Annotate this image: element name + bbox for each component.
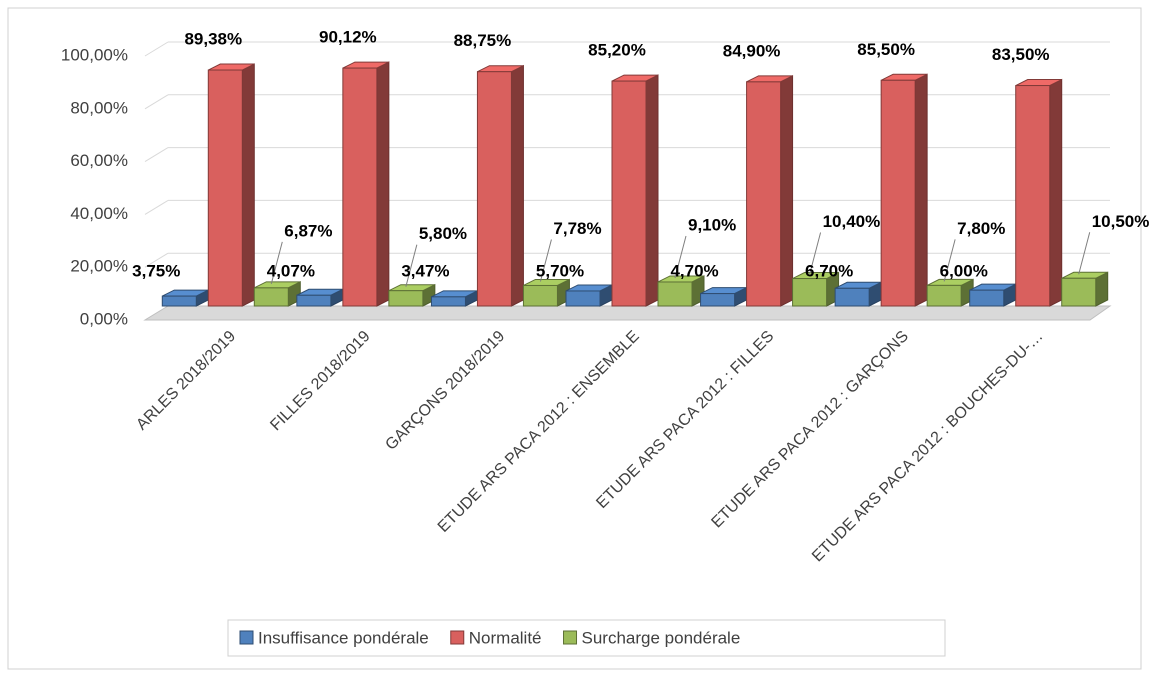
legend-label: Normalité xyxy=(469,628,542,647)
data-label: 84,90% xyxy=(723,41,781,60)
data-label: 85,50% xyxy=(857,40,915,59)
y-tick-label: 0,00% xyxy=(80,309,128,328)
leader-line xyxy=(539,239,552,282)
bar xyxy=(522,278,570,307)
data-label: 6,00% xyxy=(940,261,988,280)
data-label: 83,50% xyxy=(992,45,1050,64)
bar xyxy=(388,290,424,307)
bar xyxy=(746,75,794,307)
legend-label: Insuffisance pondérale xyxy=(258,628,429,647)
leader-line xyxy=(674,235,687,279)
data-label: 90,12% xyxy=(319,28,377,47)
bar xyxy=(792,271,840,307)
floor xyxy=(143,305,1112,321)
bar-side xyxy=(645,74,659,307)
data-label: 5,70% xyxy=(536,261,584,280)
leader-line xyxy=(405,244,418,287)
legend xyxy=(227,619,946,657)
bar xyxy=(161,289,209,307)
bar xyxy=(565,284,613,307)
bar xyxy=(476,64,524,307)
y-tick-label: 20,00% xyxy=(70,257,128,276)
data-label: 10,50% xyxy=(1092,212,1149,231)
bar xyxy=(565,290,601,307)
bar xyxy=(207,69,243,307)
bar xyxy=(834,287,870,307)
grid-line xyxy=(144,41,169,57)
data-label: 7,80% xyxy=(957,219,1005,238)
data-label: 89,38% xyxy=(184,30,242,49)
bar xyxy=(969,283,1017,307)
data-label: 9,10% xyxy=(688,215,736,234)
bar xyxy=(1061,271,1109,307)
legend-swatch xyxy=(563,630,578,645)
bar xyxy=(342,67,378,307)
bar xyxy=(1015,85,1051,307)
bar xyxy=(388,283,436,307)
leader-line xyxy=(809,232,822,275)
bar xyxy=(834,281,882,307)
bar xyxy=(611,80,647,307)
grid-line xyxy=(144,94,169,110)
leader-line xyxy=(943,239,956,282)
data-label: 85,20% xyxy=(588,41,646,60)
grid-line xyxy=(144,252,169,268)
bar xyxy=(700,286,748,307)
bar xyxy=(342,61,390,307)
data-label: 3,75% xyxy=(132,261,180,280)
bar xyxy=(746,81,782,307)
data-label: 7,78% xyxy=(553,219,601,238)
legend-label: Surcharge pondérale xyxy=(582,628,741,647)
bar xyxy=(296,288,344,307)
bar-side xyxy=(914,73,928,307)
leader-line xyxy=(270,241,283,284)
bar xyxy=(430,290,478,307)
bar xyxy=(880,73,928,307)
bar xyxy=(253,281,301,307)
bar xyxy=(253,287,289,307)
bar-side xyxy=(780,75,794,307)
data-label: 4,07% xyxy=(267,261,315,280)
bar xyxy=(522,284,558,307)
data-label: 3,47% xyxy=(401,261,449,280)
y-tick-label: 60,00% xyxy=(70,151,128,170)
data-label: 5,80% xyxy=(419,224,467,243)
data-label: 88,75% xyxy=(454,31,512,50)
bar-side xyxy=(510,64,524,307)
legend-swatch xyxy=(239,630,254,645)
data-label: 6,87% xyxy=(284,221,332,240)
bar xyxy=(1061,277,1097,307)
bar xyxy=(700,293,736,307)
bar xyxy=(880,79,916,307)
data-label: 4,70% xyxy=(670,261,718,280)
bar xyxy=(969,289,1005,307)
data-label: 6,70% xyxy=(805,261,853,280)
bar xyxy=(1015,78,1063,307)
legend-swatch xyxy=(450,630,465,645)
bar xyxy=(611,74,659,307)
bar xyxy=(476,71,512,307)
bar xyxy=(792,278,828,307)
leader-line xyxy=(1078,232,1091,275)
bar-side xyxy=(1049,78,1063,307)
bar xyxy=(207,63,255,307)
bar xyxy=(926,284,962,307)
bar xyxy=(657,281,693,307)
y-tick-label: 40,00% xyxy=(70,204,128,223)
grid-line xyxy=(144,199,169,215)
bar xyxy=(430,296,466,307)
chart-frame xyxy=(7,7,1142,670)
bar-side xyxy=(376,61,390,307)
bar xyxy=(926,278,974,307)
y-tick-label: 80,00% xyxy=(70,98,128,117)
bar-side xyxy=(241,63,255,307)
y-tick-label: 100,00% xyxy=(61,45,128,64)
bar xyxy=(161,295,197,307)
bar xyxy=(296,294,332,307)
data-label: 10,40% xyxy=(823,212,881,231)
grid-line xyxy=(144,147,169,163)
